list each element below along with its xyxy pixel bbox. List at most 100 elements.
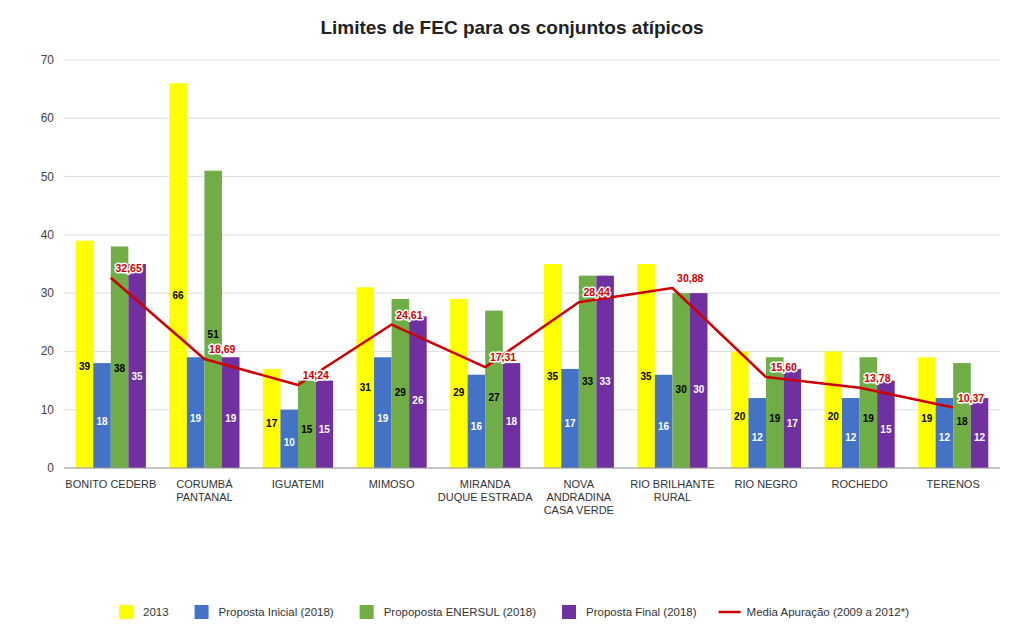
data-label: 30: [693, 384, 705, 395]
line-label: 13,78: [864, 372, 890, 384]
legend-swatch: [562, 605, 576, 619]
data-label: 10: [284, 437, 296, 448]
data-label: 33: [600, 376, 612, 387]
bar: [222, 357, 240, 468]
grid-line: [64, 60, 1000, 61]
bar: [392, 299, 410, 468]
bar: [169, 83, 187, 468]
legend-label: Proposta Final (2018): [586, 606, 697, 618]
bar: [450, 299, 468, 468]
chart: Limites de FEC para os conjuntos atípico…: [0, 0, 1024, 640]
data-label: 12: [845, 432, 857, 443]
data-label: 16: [471, 421, 483, 432]
y-tick-label: 50: [41, 170, 55, 184]
x-tick-label: ROCHEDO: [831, 478, 888, 490]
x-tick-label: MIMOSO: [369, 478, 415, 490]
data-label: 31: [360, 382, 372, 393]
data-label: 18: [506, 416, 518, 427]
line-label: 18,69: [209, 343, 235, 355]
legend-swatch: [195, 605, 209, 619]
line-label: 14,24: [303, 369, 329, 381]
legend-item: Media Apuração (2009 a 2012*): [719, 606, 910, 618]
data-label: 17: [266, 418, 278, 429]
data-label: 19: [921, 413, 933, 424]
legend-item: 2013: [119, 605, 169, 619]
data-label: 29: [395, 387, 407, 398]
line: [111, 278, 953, 408]
line-label: 32,65: [115, 262, 141, 274]
bar: [187, 357, 205, 468]
x-tick-label: MIRANDADUQUE ESTRADA: [438, 478, 533, 503]
data-label: 18: [96, 416, 108, 427]
line-label: 15,60: [771, 361, 797, 373]
data-label: 18: [956, 416, 968, 427]
bar: [93, 363, 111, 468]
legend-label: Proposta Inicial (2018): [219, 606, 334, 618]
data-label: 38: [114, 363, 126, 374]
data-label: 15: [880, 424, 892, 435]
y-tick-label: 60: [41, 111, 55, 125]
y-tick-label: 70: [41, 53, 55, 67]
title: Limites de FEC para os conjuntos atípico…: [320, 17, 703, 38]
bar: [374, 357, 392, 468]
x-tick-label: IGUATEMI: [272, 478, 324, 490]
bar: [918, 357, 936, 468]
y-tick-label: 30: [41, 286, 55, 300]
data-label: 26: [412, 395, 424, 406]
legend-swatch: [119, 605, 133, 619]
grid-line: [64, 468, 1000, 469]
data-label: 33: [582, 376, 594, 387]
data-label: 35: [641, 371, 653, 382]
bar: [561, 369, 579, 468]
data-label: 19: [769, 413, 781, 424]
line-label: 24,61: [396, 309, 422, 321]
legend-swatch: [719, 611, 741, 614]
bar: [971, 398, 989, 468]
bar: [468, 375, 486, 468]
bar: [280, 410, 298, 468]
data-label: 20: [828, 411, 840, 422]
line-label: 28,44: [583, 286, 609, 298]
grid: [64, 60, 1000, 468]
bar: [544, 264, 562, 468]
data-label: 15: [319, 424, 331, 435]
bar: [298, 381, 316, 468]
data-label: 27: [488, 392, 500, 403]
bar: [263, 369, 281, 468]
legend-label: 2013: [143, 606, 169, 618]
x-tick-label: RIO NEGRO: [735, 478, 798, 490]
bar: [485, 311, 503, 468]
data-label: 17: [787, 418, 799, 429]
data-label: 20: [734, 411, 746, 422]
data-label: 19: [225, 413, 237, 424]
legend-swatch: [360, 605, 374, 619]
bar: [842, 398, 860, 468]
data-label: 19: [377, 413, 389, 424]
data-label: 19: [190, 413, 202, 424]
data-label: 30: [676, 384, 688, 395]
legend-item: Proposta Inicial (2018): [195, 605, 334, 619]
data-labels: 3966173129353520201918191019161716121212…: [79, 262, 986, 448]
bar: [357, 287, 375, 468]
legend-item: Proposta Final (2018): [562, 605, 697, 619]
plot-area: [76, 83, 989, 468]
line-label: 17,31: [490, 351, 516, 363]
data-label: 51: [208, 329, 220, 340]
line-label: 30,88: [677, 272, 703, 284]
data-label: 39: [79, 361, 91, 372]
bar: [76, 241, 94, 468]
y-tick-label: 10: [41, 403, 55, 417]
data-label: 29: [453, 387, 465, 398]
bar: [936, 398, 954, 468]
data-label: 12: [939, 432, 951, 443]
bar: [637, 264, 655, 468]
bar: [748, 398, 766, 468]
x-tick-label: NOVAANDRADINACASA VERDE: [544, 478, 614, 516]
bar: [204, 171, 222, 468]
bar: [825, 351, 843, 468]
x-tick-label: BONITO CEDERB: [65, 478, 156, 490]
bar: [784, 369, 802, 468]
bar: [672, 293, 690, 468]
data-label: 12: [974, 432, 986, 443]
data-label: 35: [132, 371, 144, 382]
